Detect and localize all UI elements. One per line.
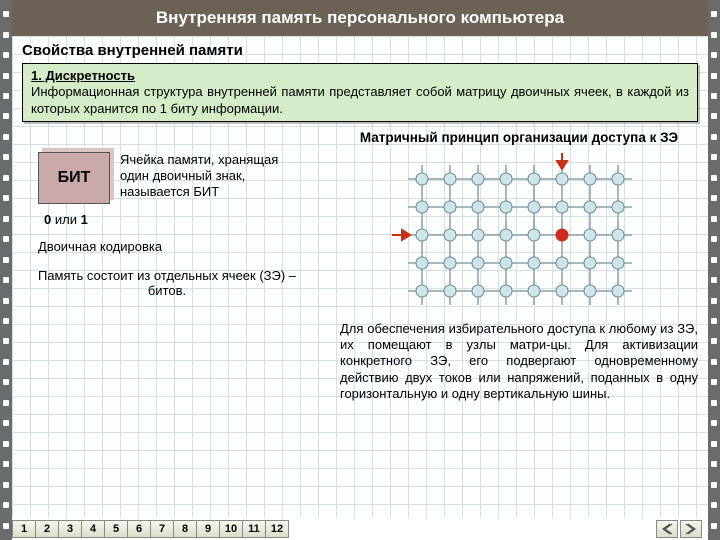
prev-button[interactable]	[656, 520, 678, 538]
property-title: 1. Дискретность	[31, 68, 135, 83]
page-nav-12[interactable]: 12	[265, 520, 289, 538]
page-nav-6[interactable]: 6	[127, 520, 151, 538]
left-column: БИТ Ячейка памяти, хранящая один двоичны…	[22, 130, 332, 402]
page-nav-8[interactable]: 8	[173, 520, 197, 538]
page-nav-11[interactable]: 11	[242, 520, 266, 538]
bit-description: Ячейка памяти, хранящая один двоичный зн…	[120, 152, 290, 201]
slide-content: Свойства внутренней памяти 1. Дискретнос…	[12, 36, 708, 518]
film-strip-left	[0, 0, 12, 540]
matrix-diagram	[386, 147, 652, 317]
bit-label: БИТ	[58, 169, 91, 187]
slide-footer: 123456789101112	[12, 518, 708, 540]
page-nav-10[interactable]: 10	[219, 520, 243, 538]
matrix-title: Матричный принцип организации доступа к …	[340, 130, 698, 145]
page-nav-1[interactable]: 1	[12, 520, 36, 538]
page-nav-7[interactable]: 7	[150, 520, 174, 538]
section-subhead: Свойства внутренней памяти	[22, 42, 698, 59]
memory-note: Память состоит из отдельных ячеек (ЗЭ) –…	[22, 268, 312, 298]
page-nav-4[interactable]: 4	[81, 520, 105, 538]
page-nav-3[interactable]: 3	[58, 520, 82, 538]
next-button[interactable]	[680, 520, 702, 538]
binary-coding-label: Двоичная кодировка	[38, 239, 332, 254]
page-nav-5[interactable]: 5	[104, 520, 128, 538]
page-nav-2[interactable]: 2	[35, 520, 59, 538]
next-icon	[684, 523, 698, 535]
slide-header: Внутренняя память персонального компьюте…	[12, 0, 708, 36]
property-box: 1. Дискретность Информационная структура…	[22, 63, 698, 122]
page-nav-9[interactable]: 9	[196, 520, 220, 538]
bit-cube: БИТ	[38, 152, 110, 204]
slide-title: Внутренняя память персонального компьюте…	[156, 8, 564, 28]
matrix-description: Для обеспечения избирательного доступа к…	[340, 321, 698, 402]
zero-or-one: 0 или 1	[44, 212, 332, 227]
right-column: Матричный принцип организации доступа к …	[340, 130, 698, 402]
prev-icon	[660, 523, 674, 535]
nav-arrows	[656, 520, 708, 538]
page-nav: 123456789101112	[12, 520, 288, 538]
property-body: Информационная структура внутренней памя…	[31, 84, 689, 115]
film-strip-right	[708, 0, 720, 540]
